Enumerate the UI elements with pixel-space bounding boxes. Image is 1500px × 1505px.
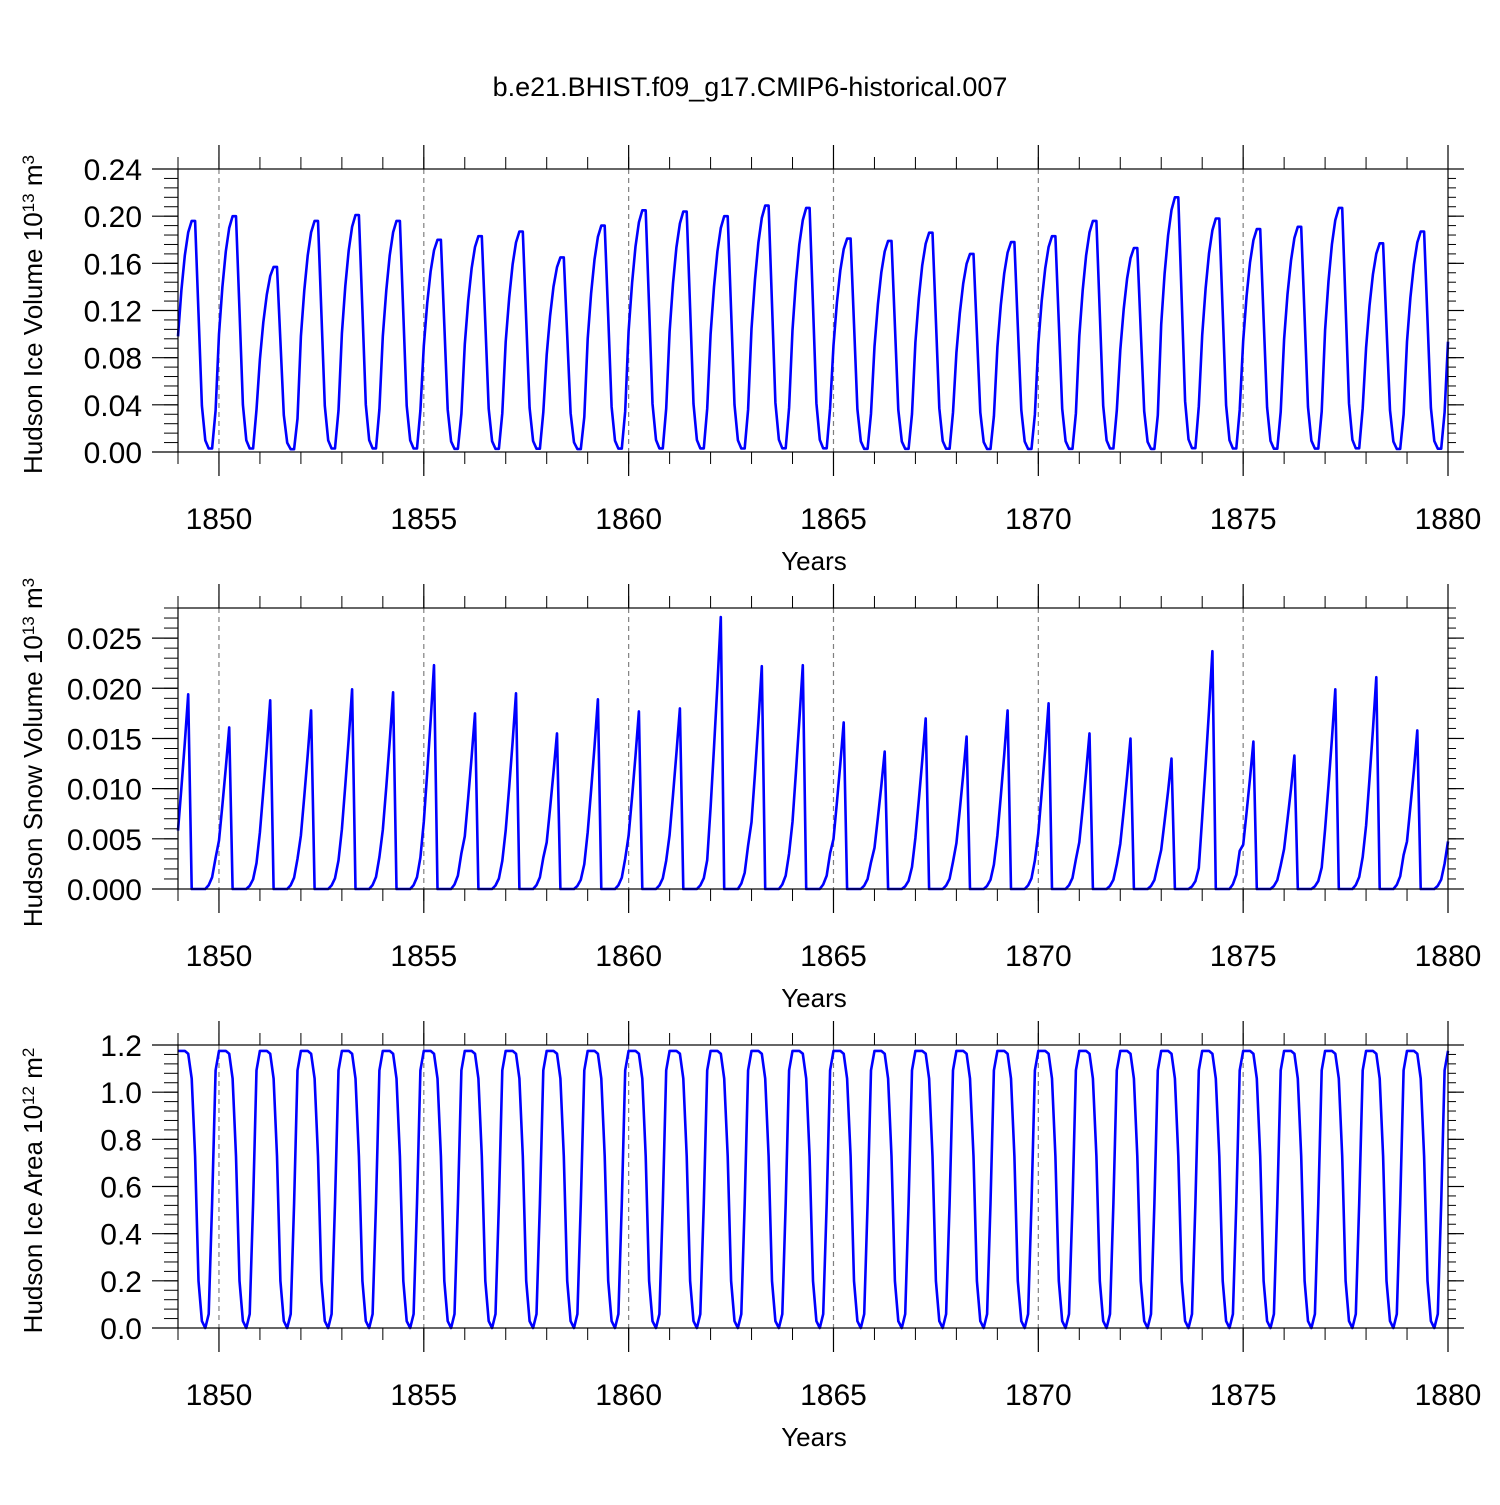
y-axis-title-part: m — [18, 587, 48, 616]
y-tick-label: 0.04 — [84, 390, 142, 423]
panel-snow-volume: 0.000 0.005 0.010 0.015 0.020 0.025 1850 1855 18… — [18, 578, 1481, 1013]
x-tick-label: 1870 — [1005, 940, 1072, 973]
y-tick-label: 0.000 — [67, 874, 142, 907]
y-tick-label: 0.8 — [100, 1124, 142, 1157]
y-tick-label: 0.6 — [100, 1172, 142, 1205]
y-tick-label: 0.020 — [67, 673, 142, 706]
y-axis-title: Hudson Ice Area 1012 m2 — [18, 1048, 48, 1334]
x-tick-label: 1855 — [390, 503, 457, 536]
x-tick-label: 1880 — [1415, 503, 1482, 536]
x-tick-label: 1855 — [390, 1379, 457, 1412]
panel-ice-volume: 0.00 0.04 0.08 0.12 0.16 0.20 0.24 1850 1855 1860… — [18, 145, 1481, 576]
series-line-ice-volume — [176, 196, 1450, 451]
y-tick-label: 0.2 — [100, 1266, 142, 1299]
y-tick-label: 1.2 — [100, 1030, 142, 1063]
y-tick-label: 0.005 — [67, 824, 142, 857]
y-axis-title-part: Hudson Snow Volume 10 — [18, 635, 48, 927]
y-tick-label: 0.16 — [84, 248, 142, 281]
y-axis-title-part: Hudson Ice Volume 10 — [18, 212, 48, 474]
y-tick-label: 0.00 — [84, 437, 142, 470]
x-tick-label: 1875 — [1210, 940, 1277, 973]
x-tick-label: 1865 — [800, 503, 867, 536]
x-tick-label: 1875 — [1210, 1379, 1277, 1412]
x-tick-label: 1850 — [186, 940, 253, 973]
y-axis-title-part: Hudson Ice Area 10 — [18, 1105, 48, 1333]
y-axis-title-superscript: 3 — [19, 578, 38, 587]
x-tick-label: 1860 — [595, 503, 662, 536]
series-line-ice-area — [178, 1049, 1450, 1330]
x-tick-label: 1860 — [595, 940, 662, 973]
y-tick-label: 1.0 — [100, 1077, 142, 1110]
y-axis-title-superscript: 12 — [19, 1086, 38, 1105]
y-axis-title-superscript: 2 — [19, 1048, 38, 1057]
x-tick-label: 1875 — [1210, 503, 1277, 536]
y-tick-label: 0.4 — [100, 1219, 142, 1252]
series-line-snow-volume — [176, 615, 1450, 891]
y-tick-label: 0.025 — [67, 623, 142, 656]
y-axis-title: Hudson Snow Volume 1013 m3 — [18, 578, 48, 927]
y-axis-title-superscript: 13 — [19, 616, 38, 635]
plot-frame — [177, 607, 1449, 890]
x-axis-title: Years — [781, 983, 847, 1013]
y-axis-title-part: m — [18, 165, 48, 194]
panels: 0.00 0.04 0.08 0.12 0.16 0.20 0.24 1850 1855 1860… — [18, 145, 1481, 1452]
y-tick-label: 0.010 — [67, 774, 142, 807]
x-tick-label: 1850 — [186, 1379, 253, 1412]
y-axis-title-part: m — [18, 1057, 48, 1086]
x-tick-label: 1880 — [1415, 940, 1482, 973]
y-tick-label: 0.12 — [84, 296, 142, 329]
x-tick-label: 1865 — [800, 940, 867, 973]
x-tick-label: 1870 — [1005, 503, 1072, 536]
y-tick-label: 0.08 — [84, 343, 142, 376]
x-tick-label: 1860 — [595, 1379, 662, 1412]
y-axis-title: Hudson Ice Volume 1013 m3 — [18, 155, 48, 474]
figure-title: b.e21.BHIST.f09_g17.CMIP6-historical.007 — [493, 72, 1008, 102]
y-tick-label: 0.0 — [100, 1313, 142, 1346]
x-tick-label: 1865 — [800, 1379, 867, 1412]
y-axis-title-superscript: 13 — [19, 193, 38, 212]
x-axis-title: Years — [781, 546, 847, 576]
x-tick-label: 1870 — [1005, 1379, 1072, 1412]
x-tick-label: 1880 — [1415, 1379, 1482, 1412]
x-axis-title: Years — [781, 1422, 847, 1452]
y-tick-label: 0.20 — [84, 201, 142, 234]
x-tick-label: 1855 — [390, 940, 457, 973]
panel-ice-area: 0.0 0.2 0.4 0.6 0.8 1.0 1.2 1850 1855 1860 1865 187… — [18, 1021, 1481, 1452]
y-axis-title-superscript: 3 — [19, 155, 38, 164]
x-tick-label: 1850 — [186, 503, 253, 536]
y-tick-label: 0.24 — [84, 154, 142, 187]
y-tick-label: 0.015 — [67, 723, 142, 756]
